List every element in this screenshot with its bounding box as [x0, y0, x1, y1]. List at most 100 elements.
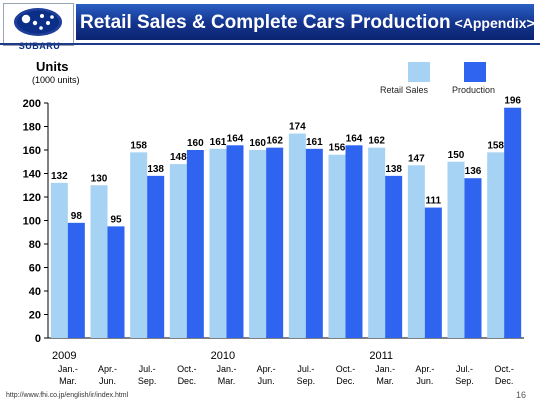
production-data-label: 138 — [147, 164, 164, 175]
retail-sales-data-label: 158 — [130, 140, 147, 151]
retail-sales-bar — [447, 161, 465, 338]
x-category-label: Jan.- — [375, 364, 395, 374]
production-bar — [424, 207, 442, 338]
year-label: 2009 — [52, 350, 76, 362]
x-category-label: Apr.- — [415, 364, 434, 374]
production-bar — [186, 150, 204, 338]
retail-sales-bar — [407, 165, 425, 338]
retail-sales-data-label: 156 — [329, 143, 346, 154]
x-category-label: Apr.- — [257, 364, 276, 374]
production-data-label: 160 — [187, 138, 204, 149]
y-tick-label: 0 — [35, 333, 41, 345]
x-category-label: Oct.- — [336, 364, 356, 374]
x-category-label: Mar. — [218, 376, 236, 386]
y-tick-label: 100 — [23, 216, 41, 228]
production-data-label: 136 — [465, 166, 482, 177]
retail-sales-bar — [50, 182, 68, 338]
retail-sales-data-label: 161 — [210, 137, 227, 148]
x-category-label: Jan.- — [216, 364, 236, 374]
y-tick-label: 120 — [23, 192, 41, 204]
x-category-label: Jul.- — [297, 364, 314, 374]
production-data-label: 138 — [385, 164, 402, 175]
x-category-label: Sep. — [138, 376, 157, 386]
x-category-label: Jun. — [99, 376, 116, 386]
y-tick-label: 80 — [29, 239, 41, 251]
production-data-label: 196 — [504, 96, 521, 107]
x-category-label: Jan.- — [58, 364, 78, 374]
retail-sales-data-label: 150 — [448, 150, 465, 161]
retail-sales-bar — [130, 152, 148, 338]
production-bar — [226, 145, 244, 338]
retail-sales-data-label: 147 — [408, 153, 425, 164]
x-category-label: Apr.- — [98, 364, 117, 374]
production-bar — [385, 175, 403, 338]
retail-sales-bar — [487, 152, 505, 338]
retail-sales-data-label: 162 — [368, 136, 385, 147]
production-bar — [67, 222, 85, 338]
production-data-label: 164 — [346, 133, 363, 144]
production-bar — [305, 148, 323, 338]
retail-sales-data-label: 160 — [249, 138, 266, 149]
production-bar — [345, 145, 363, 338]
legend-label-retail: Retail Sales — [380, 85, 429, 95]
retail-sales-data-label: 148 — [170, 152, 187, 163]
legend-swatch-production — [464, 62, 486, 82]
x-category-label: Sep. — [455, 376, 474, 386]
production-data-label: 162 — [266, 136, 283, 147]
x-category-label: Sep. — [297, 376, 316, 386]
retail-sales-data-label: 130 — [91, 173, 108, 184]
units-label: Units — [36, 59, 69, 74]
title-sub-text: <Appendix> — [454, 15, 535, 31]
title-divider — [0, 43, 540, 45]
retail-sales-data-label: 158 — [487, 140, 504, 151]
production-bar — [464, 178, 482, 338]
y-tick-label: 140 — [23, 169, 41, 181]
y-tick-label: 20 — [29, 310, 41, 322]
x-category-label: Mar. — [376, 376, 394, 386]
retail-sales-data-label: 132 — [51, 171, 68, 182]
x-category-label: Dec. — [178, 376, 197, 386]
page-number: 16 — [515, 390, 526, 400]
legend-label-production: Production — [452, 85, 496, 95]
production-data-label: 161 — [306, 137, 323, 148]
footer-url: http://www.fhi.co.jp/english/ir/index.ht… — [6, 392, 129, 399]
retail-sales-bar — [249, 150, 267, 338]
production-data-label: 98 — [71, 211, 83, 222]
x-category-label: Jul.- — [139, 364, 156, 374]
x-category-label: Oct.- — [177, 364, 197, 374]
y-tick-label: 40 — [29, 286, 41, 298]
retail-sales-bar — [368, 147, 386, 338]
title-bar: Retail Sales & Complete Cars Production <… — [76, 4, 535, 40]
y-tick-label: 180 — [23, 122, 41, 134]
subaru-logo: SUBARU — [3, 3, 74, 51]
production-bar — [107, 226, 125, 338]
y-tick-label: 160 — [23, 145, 41, 157]
logo-text: SUBARU — [18, 41, 61, 51]
x-category-label: Mar. — [59, 376, 77, 386]
retail-sales-bar — [288, 133, 306, 338]
retail-sales-bar — [328, 154, 346, 338]
production-data-label: 111 — [426, 196, 442, 207]
retail-sales-data-label: 174 — [289, 122, 306, 133]
units-sublabel: (1000 units) — [32, 75, 80, 85]
production-data-label: 164 — [227, 133, 244, 144]
retail-sales-bar — [90, 185, 108, 338]
retail-sales-bar — [169, 164, 187, 338]
title-main-text: Retail Sales & Complete Cars Production — [80, 12, 451, 33]
production-bar — [266, 147, 284, 338]
legend-swatch-retail — [408, 62, 430, 82]
x-category-label: Dec. — [336, 376, 355, 386]
x-category-label: Jun. — [416, 376, 433, 386]
x-category-label: Jun. — [258, 376, 275, 386]
x-category-label: Jul.- — [456, 364, 473, 374]
retail-sales-bar — [209, 148, 227, 338]
slide-title: Retail Sales & Complete Cars Production <… — [80, 12, 535, 34]
year-label: 2010 — [211, 350, 235, 362]
year-label: 2011 — [369, 350, 393, 362]
production-bar — [504, 107, 522, 338]
x-category-label: Oct.- — [494, 364, 514, 374]
production-data-label: 95 — [110, 214, 122, 225]
y-tick-label: 60 — [29, 263, 41, 275]
